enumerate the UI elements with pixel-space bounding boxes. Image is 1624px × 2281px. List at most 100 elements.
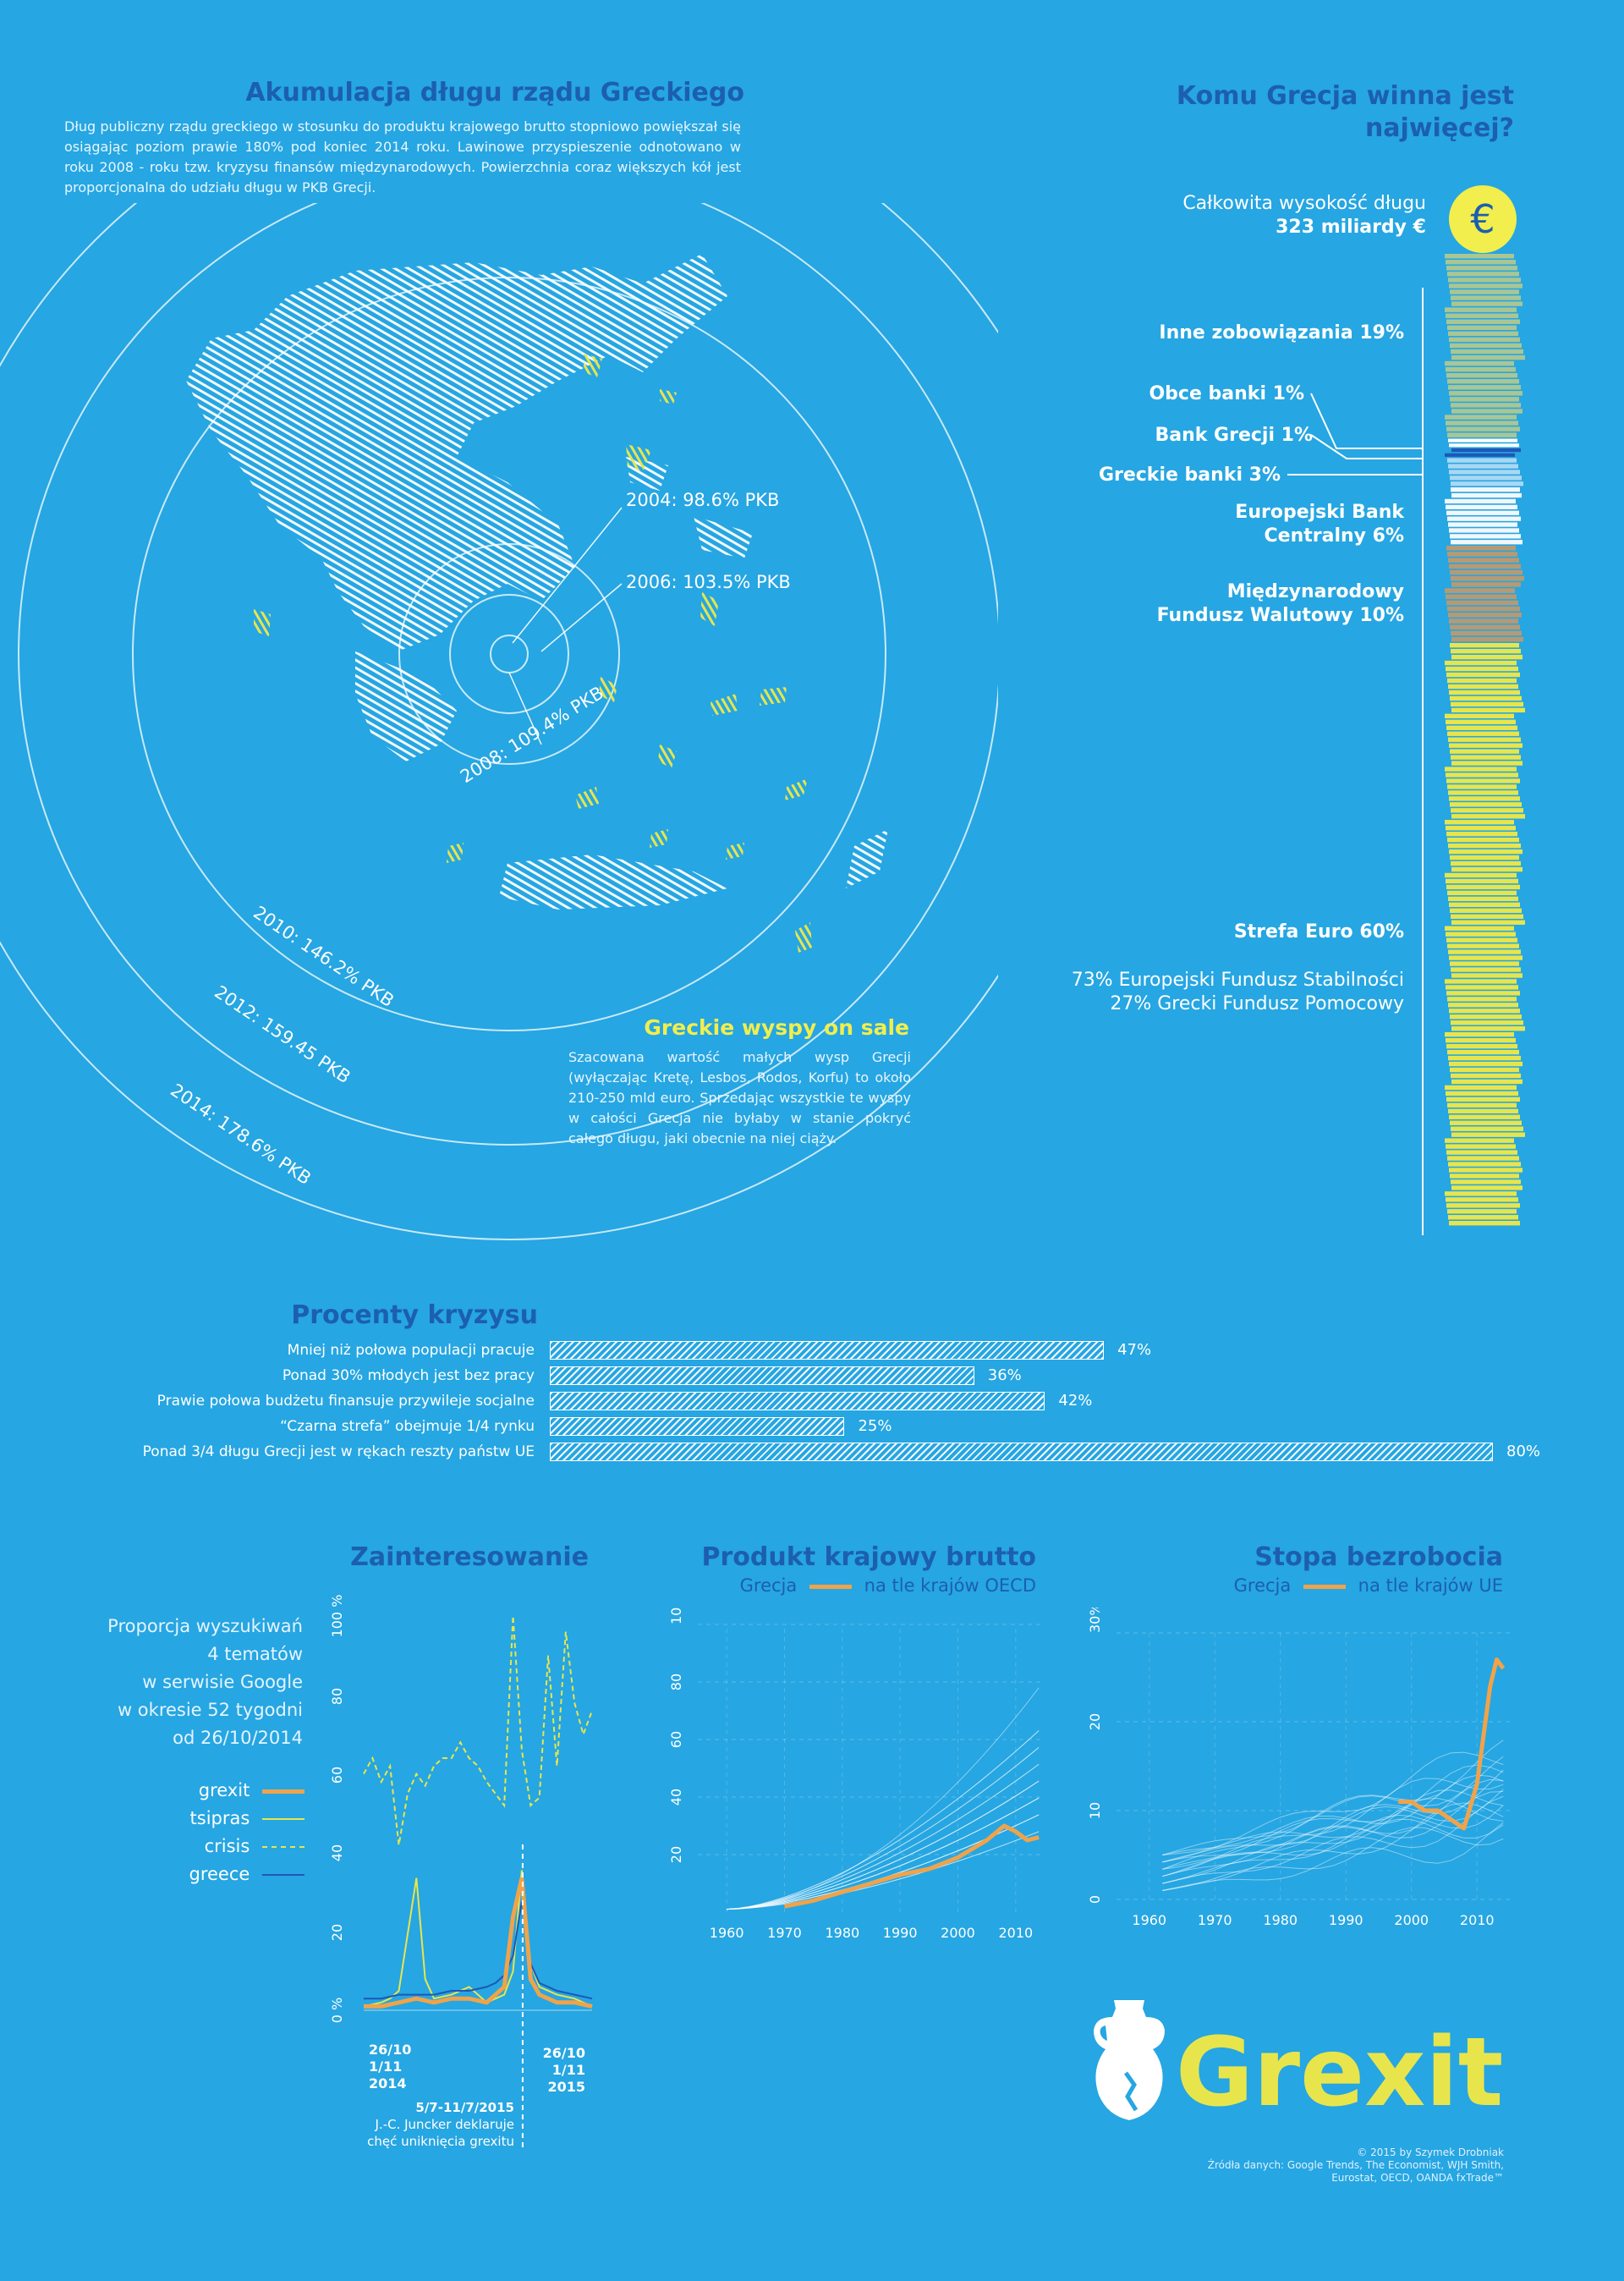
label-mfw-1: Międzynarodowy: [1226, 581, 1404, 602]
coin: [1451, 492, 1522, 498]
coin: [1446, 1091, 1518, 1097]
coin: [1449, 743, 1522, 748]
coin: [1447, 516, 1521, 521]
comparison-line: [727, 1780, 1040, 1910]
coin: [1451, 1126, 1523, 1131]
label-ebc-2: Centralny 6%: [1264, 525, 1405, 547]
label-inne: Inne zobowiązania 19%: [1159, 322, 1404, 344]
comparison-line: [1162, 1764, 1504, 1870]
label-obce: Obce banki 1%: [1149, 383, 1304, 404]
comparison-line: [1162, 1778, 1504, 1877]
coin: [1446, 1150, 1517, 1155]
comparison-line: [727, 1797, 1040, 1910]
coin: [1451, 860, 1521, 866]
coin: [1450, 289, 1519, 294]
coin: [1446, 719, 1516, 724]
coin: [1446, 1043, 1517, 1049]
coin: [1446, 985, 1518, 990]
label-bank-grecji: Bank Grecji 1%: [1155, 425, 1313, 446]
debt-rings-map: 2004: 98.6% PKB 2006: 103.5% PKB 2008: 1…: [0, 203, 998, 1240]
crisis-value: 80%: [1506, 1443, 1541, 1460]
unemp-legend-left: Grecja: [1233, 1575, 1292, 1596]
juncker-note: 5/7-11/7/2015: [415, 2100, 514, 2115]
coin: [1445, 307, 1517, 312]
comparison-line: [1162, 1795, 1504, 1884]
coin: [1446, 594, 1517, 600]
coin: [1447, 272, 1519, 277]
y-tick: 20: [1087, 1713, 1103, 1730]
coin: [1448, 464, 1518, 469]
coin: [1445, 1191, 1517, 1196]
greece-series-line: [784, 1823, 1040, 1909]
coin: [1446, 772, 1518, 778]
coin: [1451, 648, 1521, 654]
coin: [1446, 260, 1516, 265]
coin: [1451, 1179, 1521, 1184]
coin: [1451, 920, 1525, 925]
coin: [1446, 884, 1520, 890]
interest-xtick-end: 1/11: [552, 2062, 585, 2078]
coin: [1449, 563, 1521, 569]
coin: [1451, 487, 1520, 492]
coin: [1446, 420, 1518, 426]
comparison-line: [727, 1746, 1040, 1910]
interest-ytick: 60: [329, 1767, 345, 1784]
creditor-segment-3: [1447, 458, 1523, 486]
comparison-line: [1162, 1778, 1504, 1877]
coin: [1445, 926, 1514, 931]
creditor-labels: Inne zobowiązania 19% Obce banki 1% Bank…: [1015, 0, 1404, 1269]
creditor-segment-1: [1448, 438, 1519, 448]
coin: [1449, 443, 1519, 448]
x-tick: 1970: [767, 1925, 802, 1941]
crisis-bar: [550, 1341, 1105, 1360]
coin: [1450, 624, 1520, 630]
gdp-legend-right: na tle krajów OECD: [864, 1575, 1036, 1596]
crisis-bar: [550, 1366, 974, 1385]
coin: [1450, 1067, 1519, 1073]
coin: [1445, 415, 1517, 420]
coin: [1447, 552, 1517, 557]
coin: [1446, 778, 1520, 783]
coin: [1448, 558, 1519, 563]
coin: [1450, 749, 1519, 754]
coin: [1448, 1108, 1518, 1113]
coin: [1451, 1020, 1523, 1025]
creditor-stack: [1445, 254, 1525, 1226]
coin: [1446, 1144, 1516, 1149]
coin: [1450, 1120, 1522, 1125]
coin: [1448, 385, 1521, 390]
comparison-line: [727, 1797, 1040, 1910]
comparison-line: [727, 1814, 1040, 1910]
y-tick: 40: [668, 1789, 684, 1806]
ring-2014: [0, 203, 998, 1240]
x-tick: 1980: [825, 1925, 859, 1941]
coin: [1446, 666, 1518, 672]
coin: [1451, 707, 1525, 713]
coin: [1445, 588, 1515, 593]
comparison-line: [727, 1831, 1040, 1910]
unemp-legend-right: na tle krajów UE: [1358, 1575, 1503, 1596]
coin: [1447, 325, 1517, 331]
coin: [1450, 1014, 1522, 1020]
coin: [1448, 949, 1521, 954]
coin: [1448, 896, 1518, 902]
coin: [1445, 660, 1517, 666]
coin: [1451, 866, 1522, 872]
comparison-line: [727, 1831, 1040, 1910]
comparison-line: [727, 1814, 1040, 1910]
crisis-row-label: “Czarna strefa” obejmuje 1/4 rynku: [280, 1418, 535, 1435]
crisis-bar: [550, 1443, 1493, 1461]
comparison-line: [1162, 1797, 1504, 1855]
coin: [1449, 283, 1522, 289]
coin: [1450, 855, 1519, 860]
ring-2006: [449, 594, 569, 714]
crisis-row-label: Mniej niż połowa populacji pracuje: [287, 1342, 535, 1359]
comparison-line: [727, 1797, 1040, 1910]
coin: [1449, 391, 1522, 396]
coin: [1446, 313, 1518, 318]
ring-2004: [490, 635, 529, 673]
coin: [1451, 654, 1522, 660]
coin: [1445, 498, 1516, 504]
unemployment-legend: Grecja na tle krajów UE: [1133, 1575, 1503, 1596]
